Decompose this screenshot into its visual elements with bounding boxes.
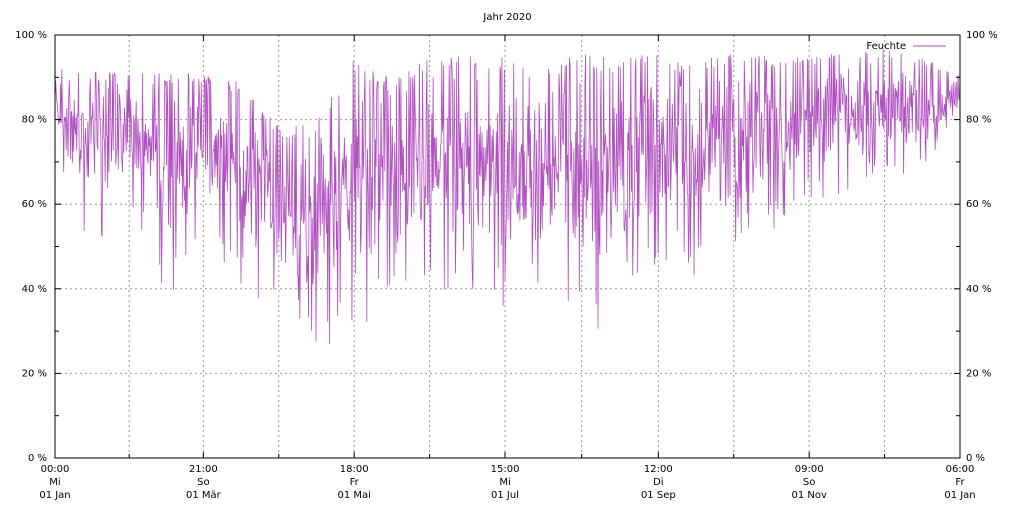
y-tick-label-right: 20 %	[966, 368, 991, 379]
x-tick-date: 01 Jan	[944, 490, 975, 501]
x-tick-time: 09:00	[795, 464, 824, 475]
x-tick-date: 01 Mär	[186, 490, 222, 501]
y-tick-label-right: 80 %	[966, 115, 991, 126]
x-tick-weekday: So	[803, 477, 815, 488]
x-tick-time: 06:00	[946, 464, 975, 475]
x-tick-weekday: Fr	[350, 477, 360, 488]
x-tick-time: 18:00	[340, 464, 369, 475]
y-tick-label-left: 20 %	[22, 368, 47, 379]
y-tick-label-left: 40 %	[22, 284, 47, 295]
x-tick-weekday: So	[197, 477, 209, 488]
x-tick-date: 01 Mai	[337, 490, 370, 501]
x-tick-date: 01 Nov	[791, 490, 827, 501]
x-tick-time: 15:00	[491, 464, 520, 475]
y-tick-label-right: 40 %	[966, 284, 991, 295]
series-feuchte-line	[54, 49, 961, 345]
y-tick-label-left: 100 %	[15, 30, 47, 41]
y-tick-label-left: 80 %	[22, 115, 47, 126]
y-tick-label-left: 0 %	[28, 453, 47, 464]
x-tick-weekday: Mi	[49, 477, 60, 488]
x-tick-weekday: Di	[653, 477, 663, 488]
data-layer	[54, 49, 961, 345]
legend-label: Feuchte	[866, 41, 906, 52]
x-tick-time: 12:00	[644, 464, 673, 475]
grid	[55, 35, 960, 458]
x-tick-weekday: Mi	[499, 477, 510, 488]
x-tick-time: 21:00	[189, 464, 218, 475]
axes: 0 % 0 % 20 % 20 % 40 % 40 % 60 % 60 % 80 % 80 % 10…	[15, 30, 998, 501]
y-tick-label-right: 0 %	[966, 453, 985, 464]
x-tick-time: 00:00	[41, 464, 70, 475]
y-tick-label-left: 60 %	[22, 199, 47, 210]
x-tick-date: 01 Jan	[39, 490, 70, 501]
legend: Feuchte	[866, 41, 946, 52]
y-tick-label-right: 100 %	[966, 30, 998, 41]
x-tick-weekday: Fr	[955, 477, 965, 488]
x-tick-date: 01 Jul	[491, 490, 519, 501]
chart-title: Jahr 2020	[482, 12, 531, 23]
plot-frame	[54, 34, 961, 459]
x-tick-date: 01 Sep	[641, 490, 676, 501]
y-tick-label-right: 60 %	[966, 199, 991, 210]
